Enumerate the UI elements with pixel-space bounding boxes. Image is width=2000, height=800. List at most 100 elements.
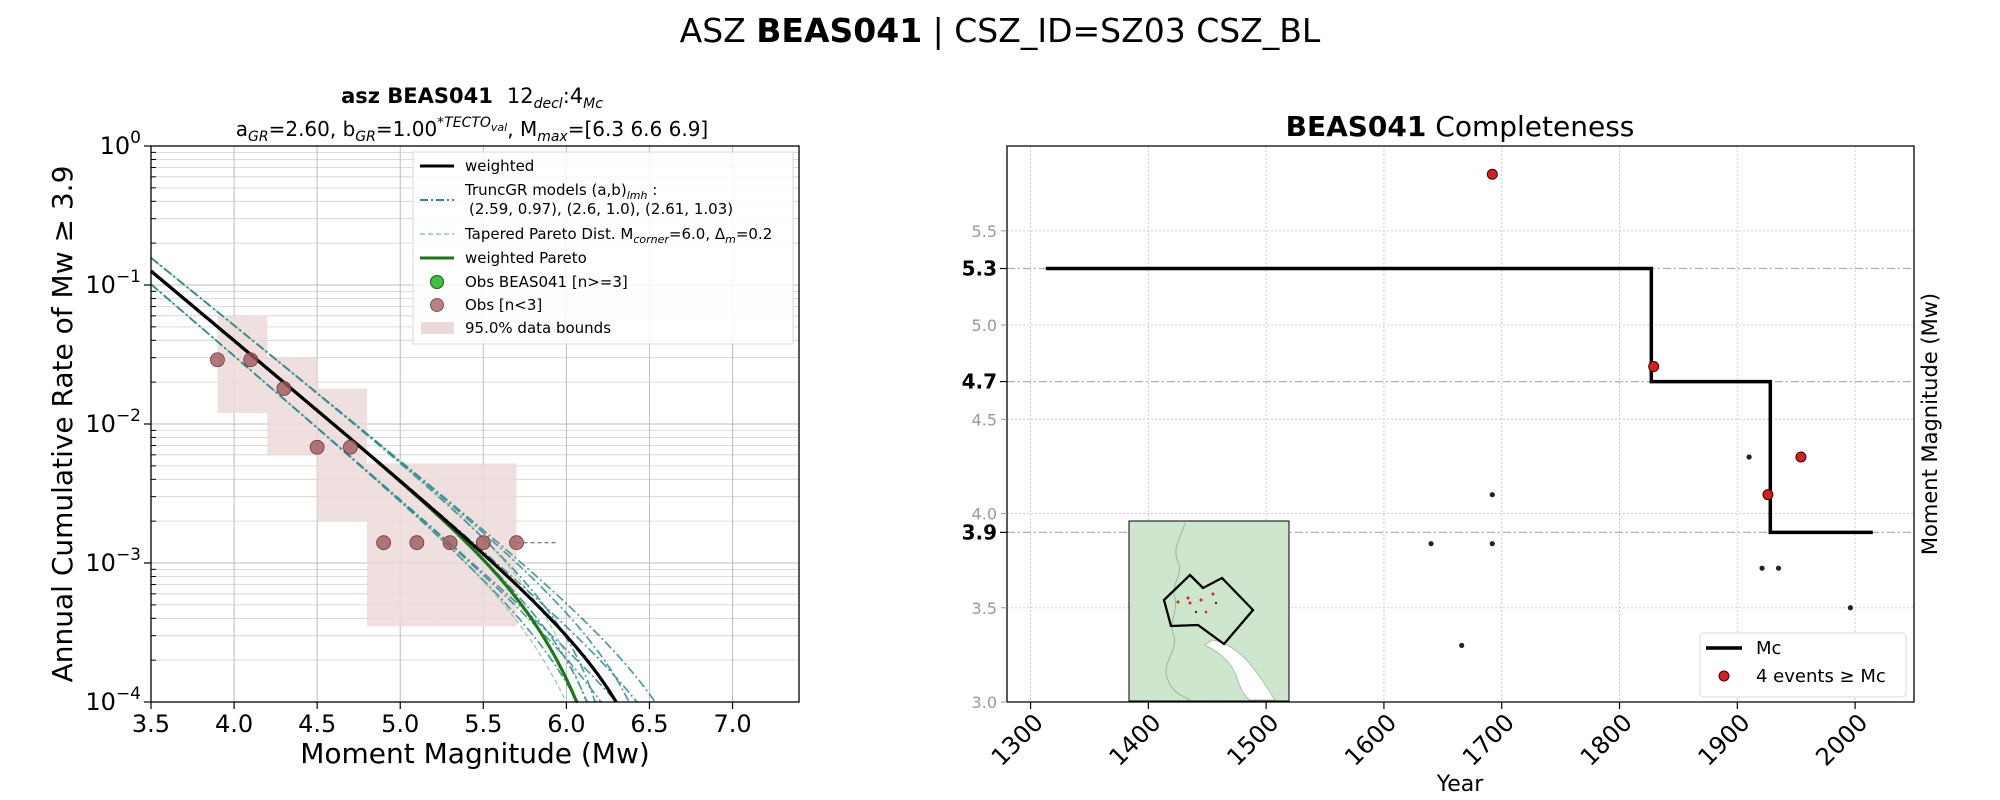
bounds-segment — [317, 388, 367, 522]
obs-point — [509, 535, 524, 551]
y-tick-label: 4.0 — [972, 505, 997, 524]
y-tick-label: 100 — [100, 128, 141, 160]
y-tick-label: 10−4 — [85, 684, 141, 716]
inset-map-border-line — [1165, 522, 1191, 701]
y-tick-label: 5.0 — [972, 316, 997, 335]
inset-map-frame — [1128, 520, 1290, 702]
y-tick-label: 10−3 — [85, 545, 141, 577]
inset-map — [1128, 520, 1290, 702]
rate-title-a-sub: GR — [248, 129, 269, 145]
x-tick-label: 5.0 — [381, 710, 419, 738]
event-point-small — [1489, 541, 1495, 547]
y-tick-label-mc: 5.3 — [962, 257, 997, 281]
obs-point — [409, 535, 425, 551]
legend-weighted-label: weighted — [465, 157, 534, 175]
legend-events-label: 4 events ≥ Mc — [1756, 666, 1886, 687]
completeness-mc-step — [1045, 266, 1873, 535]
completeness-y-axis-label: Moment Magnitude (Mw) — [1918, 293, 1942, 555]
y-tick-label: 3.5 — [972, 599, 997, 618]
x-tick-label: 1600 — [1339, 708, 1402, 771]
inset-map-zone-outline — [1162, 573, 1255, 646]
inset-map-water — [1204, 639, 1276, 701]
legend-truncgr-label: TruncGR models (a,b)lmh : — [464, 181, 657, 202]
obs-point — [309, 439, 325, 455]
legend-truncgr-values: (2.59, 0.97), (2.6, 1.0), (2.61, 1.03) — [469, 200, 733, 218]
rate-legend-box — [412, 151, 794, 345]
rate-title-m-text: , M — [507, 117, 537, 141]
rate-chart-title-line1: asz BEAS041 12decl:4Mc — [341, 84, 603, 112]
figure-title-suffix: | CSZ_ID=SZ03 CSZ_BL — [922, 11, 1321, 50]
event-point-above-mc — [1762, 489, 1774, 501]
figure-title-prefix: ASZ — [680, 11, 757, 50]
obs-point — [342, 439, 358, 455]
x-tick-label: 6.0 — [547, 710, 585, 738]
y-tick-label: 4.5 — [972, 410, 997, 429]
rate-title-a-val: =2.60, b — [269, 117, 356, 141]
completeness-plot-frame — [1006, 145, 1915, 703]
rate-title-m-sub: max — [537, 129, 568, 145]
figure-title: ASZ BEAS041 | CSZ_ID=SZ03 CSZ_BL — [680, 11, 1321, 50]
legend-obs-ge3-marker — [430, 275, 444, 289]
rate-y-axis-label: Annual Cumulative Rate of Mw ≥ 3.9 — [46, 166, 79, 683]
y-tick-label-mc: 3.9 — [962, 520, 997, 544]
y-tick-label-mc: 4.7 — [962, 370, 997, 394]
obs-point — [276, 381, 292, 396]
rate-title-b-sup: *TECTO — [437, 115, 491, 131]
rate-title-colon: :4 — [563, 84, 583, 108]
rate-title-b-sup-sub: val — [491, 121, 507, 134]
completeness-legend: Mc 4 events ≥ Mc — [1699, 632, 1907, 698]
y-tick-label: 3.0 — [972, 693, 997, 712]
legend-obs-lt3-label: Obs [n<3] — [465, 296, 542, 314]
x-tick-label: 1800 — [1575, 708, 1638, 771]
event-point-above-mc — [1486, 168, 1498, 180]
x-tick-label: 5.5 — [464, 710, 502, 738]
legend-mc-label: Mc — [1756, 638, 1781, 659]
y-tick-label: 5.5 — [972, 222, 997, 241]
x-tick-label: 1900 — [1693, 708, 1756, 771]
rate-legend: weighted TruncGR models (a,b)lmh : (2.59… — [412, 151, 794, 345]
legend-tapered-label: Tapered Pareto Dist. Mcorner=6.0, Δm=0.2 — [464, 225, 772, 246]
truncgr-model-line — [150, 283, 579, 703]
x-tick-label: 1300 — [986, 708, 1049, 771]
legend-weighted-pareto-label: weighted Pareto — [465, 249, 587, 267]
obs-point — [442, 535, 458, 551]
figure-title-region: BEAS041 — [756, 11, 922, 50]
x-tick-label: 2000 — [1810, 708, 1873, 771]
rate-title-sub1: decl — [534, 96, 563, 112]
y-tick-label: 10−2 — [85, 406, 141, 438]
completeness-chart: BEAS041 Completeness 1300 1400 1500 1600 170… — [962, 110, 1942, 797]
rate-title-sub2: Mc — [583, 96, 603, 112]
rate-obs-points — [210, 352, 524, 551]
legend-obs-lt3-marker — [430, 298, 444, 312]
rate-title-b-val: =1.00 — [376, 117, 437, 141]
event-point-small — [1428, 541, 1434, 547]
truncgr-model-line — [150, 257, 657, 703]
event-point-small — [1775, 565, 1782, 571]
completeness-legend-box — [1699, 632, 1907, 698]
mc-step-line — [1045, 266, 1873, 535]
event-point-above-mc — [1648, 361, 1660, 373]
event-point-small — [1489, 492, 1495, 498]
x-tick-label: 1400 — [1104, 708, 1167, 771]
event-point-small — [1459, 642, 1465, 649]
rate-ticks: 10−4 10−3 10−2 10−1 100 3.5 4.0 4.5 5.0 5.5 6.0 6.5… — [85, 128, 751, 738]
event-point-above-mc — [1795, 451, 1807, 463]
rate-title-region: asz BEAS041 — [341, 84, 493, 108]
obs-point — [475, 535, 491, 551]
legend-bounds-swatch — [421, 322, 454, 334]
x-tick-label: 3.5 — [132, 710, 170, 738]
y-tick-label: 10−1 — [85, 267, 141, 299]
inset-map-epicenters — [1176, 592, 1215, 614]
x-tick-label: 7.0 — [713, 710, 751, 738]
weighted-line — [149, 269, 618, 703]
truncgr-model-line — [150, 283, 618, 703]
legend-events-marker — [1718, 670, 1730, 682]
completeness-events — [1428, 168, 1853, 649]
inset-map-small-events — [1194, 601, 1218, 614]
obs-point — [210, 352, 225, 368]
completeness-x-axis-label: Year — [1436, 772, 1485, 797]
x-tick-label: 1500 — [1221, 708, 1284, 771]
rate-title-b-sub: GR — [355, 129, 376, 145]
rate-title-m-val: =[6.3 6.6 6.9] — [568, 117, 709, 141]
